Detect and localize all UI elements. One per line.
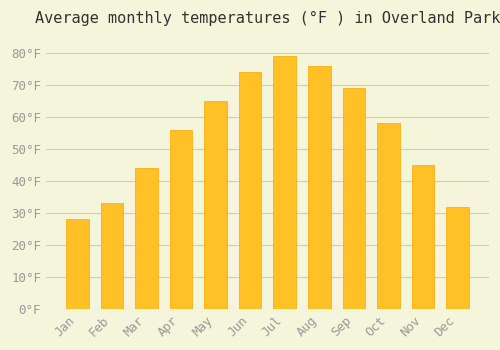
Bar bbox=[377, 124, 400, 309]
Bar bbox=[274, 56, 296, 309]
Bar bbox=[239, 72, 262, 309]
Bar bbox=[412, 165, 434, 309]
Bar bbox=[308, 66, 330, 309]
Bar bbox=[135, 168, 158, 309]
Bar bbox=[342, 88, 365, 309]
Bar bbox=[100, 203, 123, 309]
Bar bbox=[170, 130, 192, 309]
Title: Average monthly temperatures (°F ) in Overland Park: Average monthly temperatures (°F ) in Ov… bbox=[34, 11, 500, 26]
Bar bbox=[446, 206, 469, 309]
Bar bbox=[66, 219, 88, 309]
Bar bbox=[204, 101, 227, 309]
